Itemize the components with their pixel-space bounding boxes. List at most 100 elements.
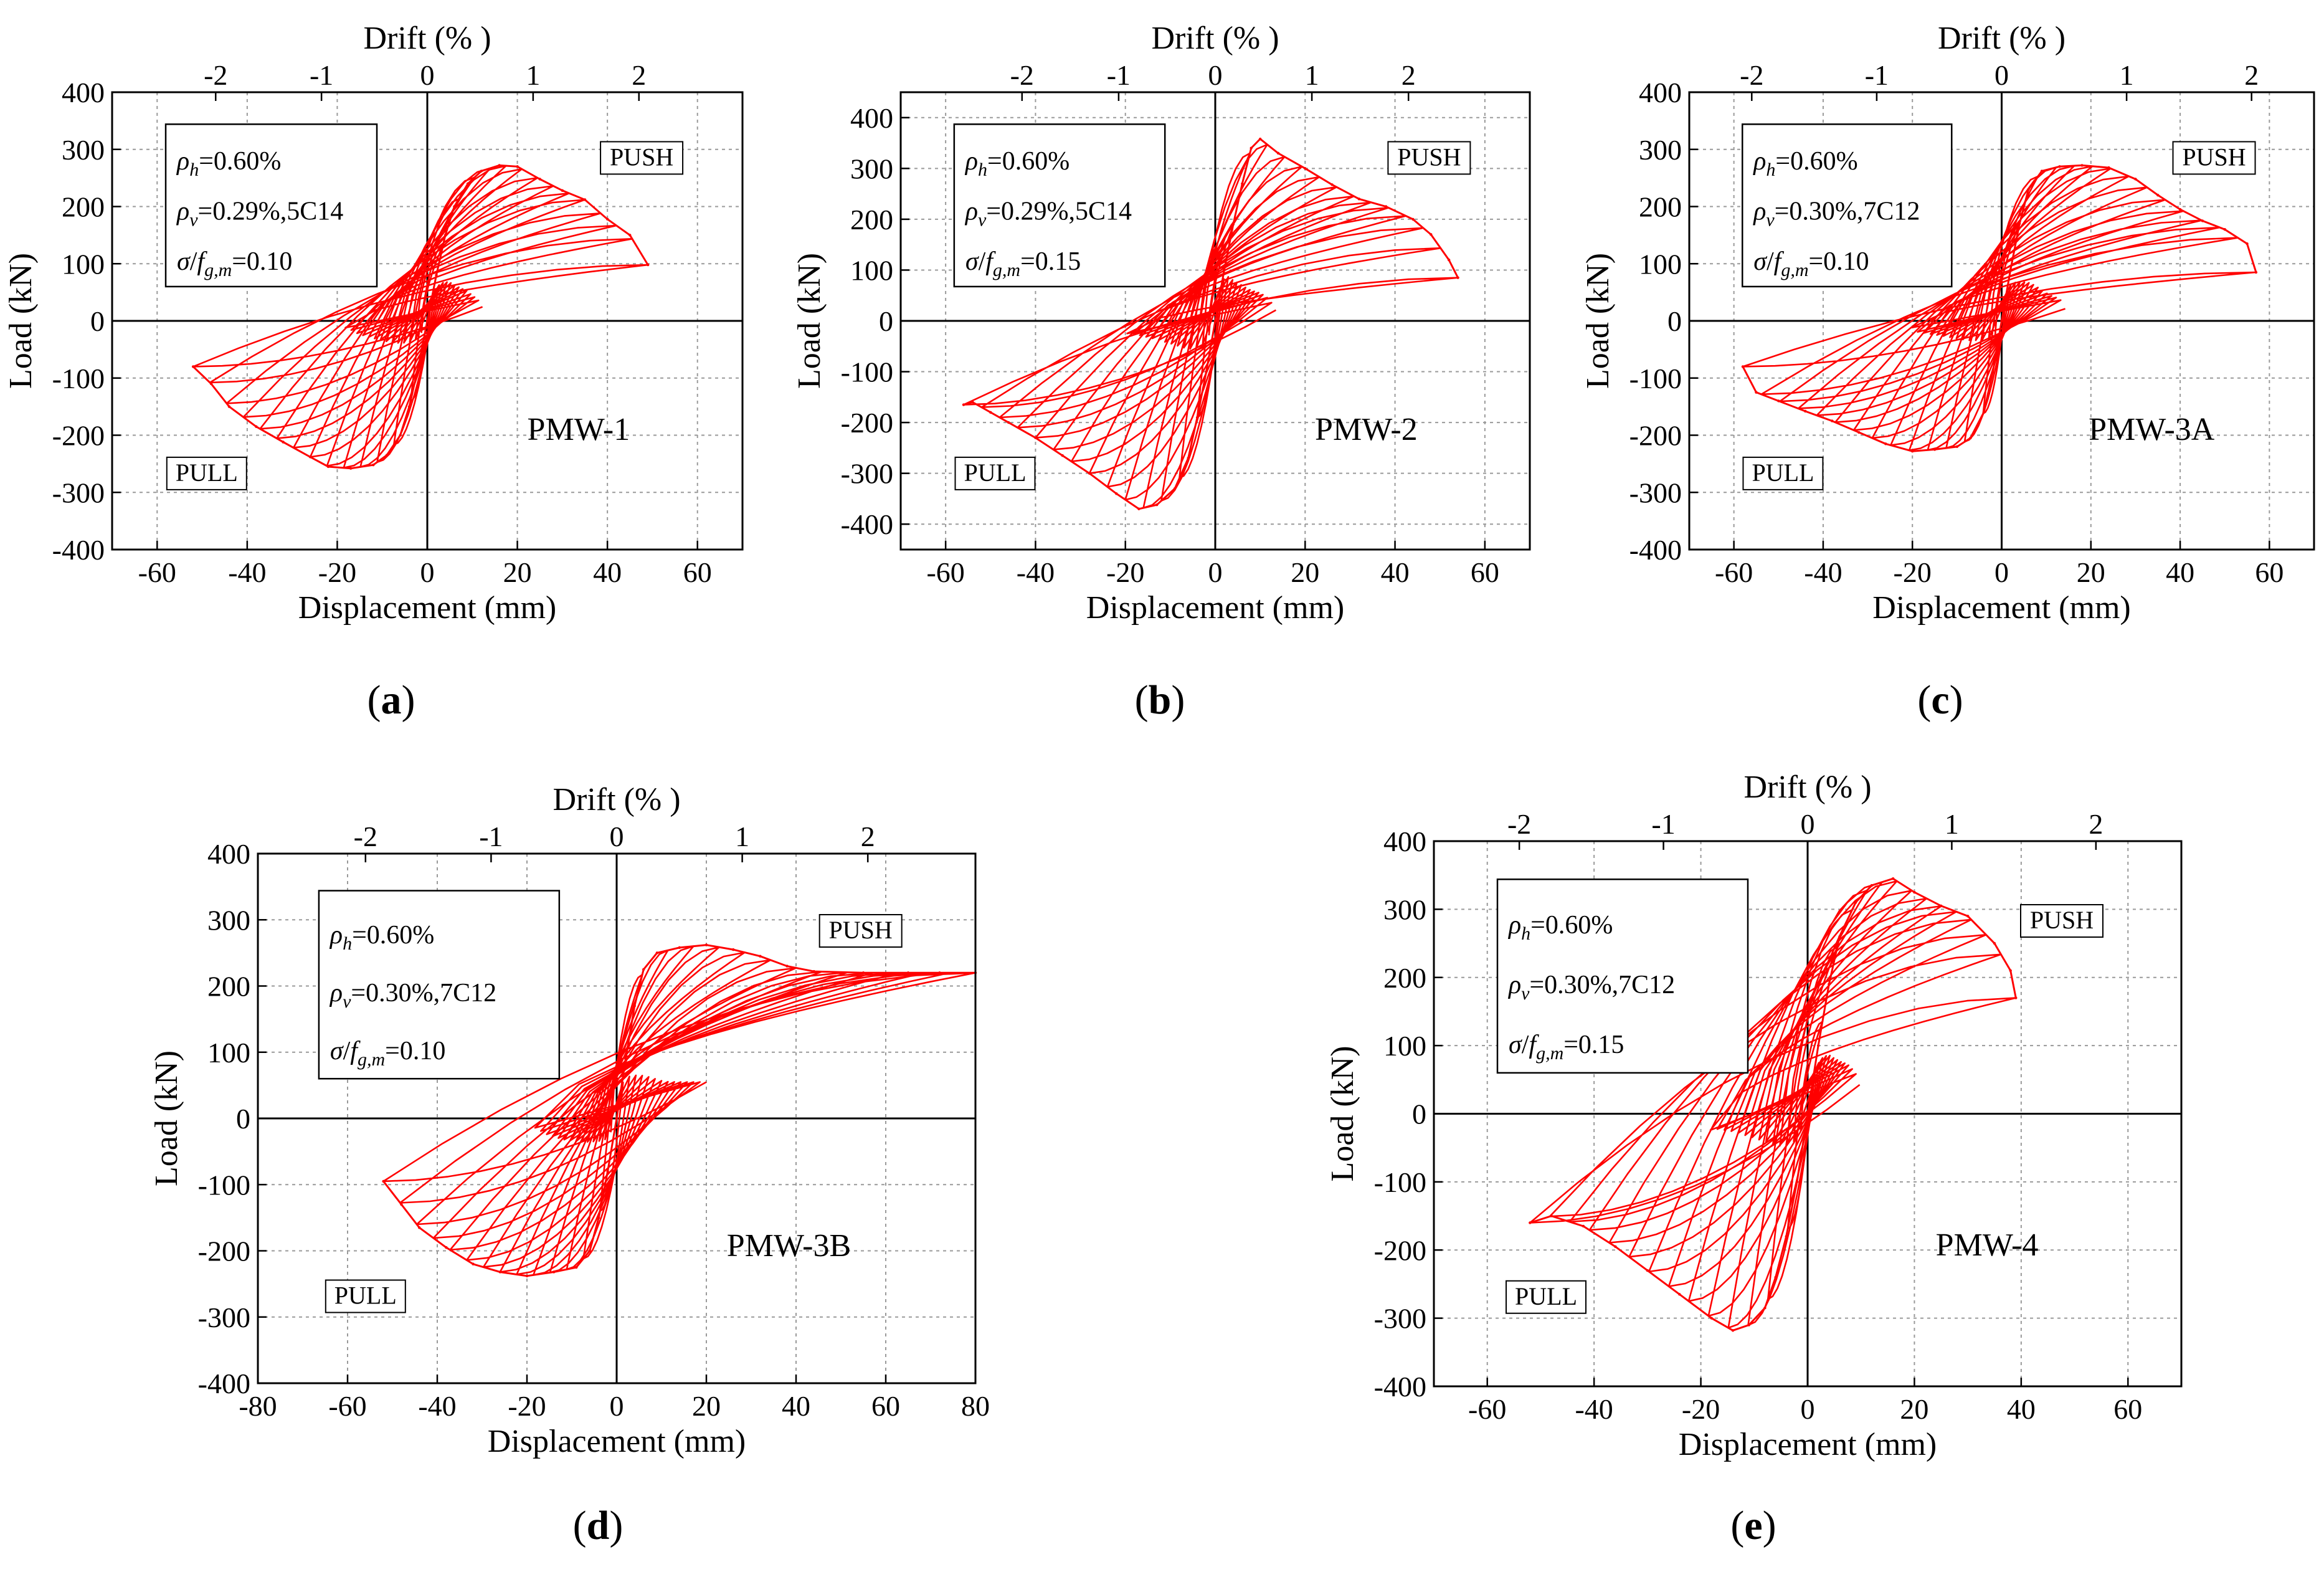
envelope-point (435, 274, 438, 277)
envelope-point (1955, 445, 1959, 449)
panel-caption: (a) (368, 677, 415, 723)
envelope-point (2009, 268, 2013, 271)
x-tick-label: -40 (418, 1390, 456, 1422)
envelope-point (466, 182, 470, 185)
envelope-point (255, 425, 258, 428)
envelope-point (624, 1057, 627, 1060)
push-label-box (1387, 141, 1471, 175)
push-label: PUSH (829, 916, 893, 944)
envelope-point (1034, 436, 1037, 439)
envelope-point (2058, 165, 2061, 168)
envelope-point (1304, 167, 1307, 170)
envelope-point (1982, 411, 1986, 414)
x-tick-label: 0 (420, 556, 435, 588)
envelope-point (1710, 1317, 1713, 1320)
x-tick-label: 0 (1208, 556, 1223, 588)
parameter-rho-v: ρv=0.30%,7C12 (1752, 198, 1920, 231)
envelope-point (1804, 409, 1807, 413)
drift-tick-label: 0 (610, 821, 624, 852)
push-label-box (818, 914, 903, 948)
envelope-point (597, 1216, 600, 1219)
x-tick-label: 20 (2077, 556, 2105, 588)
x-tick-label: 0 (1801, 1393, 1815, 1425)
envelope-pull-line (1742, 320, 2003, 452)
y-tick-label: 300 (1639, 134, 1682, 166)
envelope-point (1223, 269, 1226, 272)
envelope-point (2009, 969, 2012, 973)
envelope-point (1816, 1044, 1820, 1047)
push-label: PUSH (2030, 906, 2094, 934)
specimen-label: PMW-3A (2089, 412, 2215, 447)
envelope-point (425, 319, 429, 323)
x-tick-label: -80 (239, 1390, 277, 1422)
x-axis-title: Displacement (mm) (488, 1424, 746, 1459)
drift-tick-label: -1 (310, 59, 333, 91)
envelope-point (418, 1226, 421, 1229)
top-axis-title: Drift (% ) (363, 21, 491, 56)
y-tick-label: -300 (198, 1302, 250, 1333)
parameter-rho-v: ρv=0.29%,5C14 (964, 198, 1132, 231)
push-label-box (600, 141, 684, 175)
envelope-point (2107, 166, 2110, 169)
envelope-point (1857, 431, 1861, 434)
y-axis-title: Load (kN) (1325, 1046, 1360, 1181)
envelope-point (2178, 207, 2182, 211)
envelope-point (1806, 1112, 1809, 1115)
drift-tick-label: -2 (1507, 808, 1531, 840)
x-tick-label: -60 (1715, 556, 1753, 588)
parameter-box (164, 123, 378, 288)
x-tick-label: 40 (1381, 556, 1410, 588)
envelope-point (2000, 319, 2003, 323)
x-tick-label: -60 (926, 556, 964, 588)
envelope-point (1187, 457, 1190, 460)
x-tick-label: -20 (1106, 556, 1144, 588)
envelope-point (1831, 419, 1834, 422)
drift-tick-label: 2 (632, 59, 646, 91)
envelope-point (2018, 222, 2021, 226)
y-tick-label: 0 (90, 305, 105, 337)
x-tick-label: -20 (1894, 556, 1932, 588)
parameter-rho-v: ρv=0.29%,5C14 (176, 198, 343, 231)
envelope-point (1991, 371, 1994, 374)
envelope-point (2027, 188, 2030, 191)
envelope-point (227, 405, 231, 408)
envelope-point (1969, 436, 1972, 440)
envelope-point (308, 455, 312, 459)
envelope-point (1550, 1214, 1553, 1217)
y-tick-label: 200 (1639, 191, 1682, 223)
envelope-point (1940, 904, 1943, 908)
envelope-point (1007, 421, 1010, 424)
envelope-point (812, 969, 816, 973)
hysteresis-loops (962, 143, 1459, 509)
envelope-point (1884, 442, 1887, 445)
top-axis-title: Drift (% ) (553, 782, 680, 817)
envelope-point (759, 955, 762, 958)
drift-tick-label: -1 (1651, 808, 1675, 840)
envelope-point (1614, 1245, 1617, 1248)
envelope-point (443, 234, 447, 237)
drift-tick-label: -1 (1865, 59, 1889, 91)
parameter-rho-h: ρh=0.60% (329, 921, 434, 954)
envelope-point (1155, 503, 1159, 507)
envelope-point (2156, 193, 2160, 197)
envelope-point (2246, 242, 2249, 245)
parameter-rho-v: ρv=0.30%,7C12 (329, 979, 496, 1012)
y-axis-title: Load (kN) (792, 253, 827, 389)
chart-panel-e: -60 -40 -20 0 20 40 60-400-300-200-10001002003… (1325, 769, 2183, 1462)
x-tick-label: 20 (1291, 556, 1319, 588)
x-tick-label: 0 (610, 1390, 624, 1422)
envelope-point (561, 189, 564, 193)
envelope-point (1913, 890, 1916, 894)
envelope-point (1088, 472, 1091, 475)
drift-tick-label: 1 (1305, 59, 1319, 91)
envelope-point (538, 178, 541, 181)
x-tick-label: -40 (1017, 556, 1055, 588)
envelope-point (1741, 365, 1745, 368)
y-tick-label: 400 (1383, 826, 1426, 857)
parameter-box (318, 890, 561, 1080)
y-tick-label: 300 (850, 153, 893, 184)
envelope-point (1755, 391, 1758, 394)
push-label: PUSH (1397, 143, 1461, 171)
envelope-point (282, 441, 285, 444)
envelope-point (191, 365, 195, 368)
